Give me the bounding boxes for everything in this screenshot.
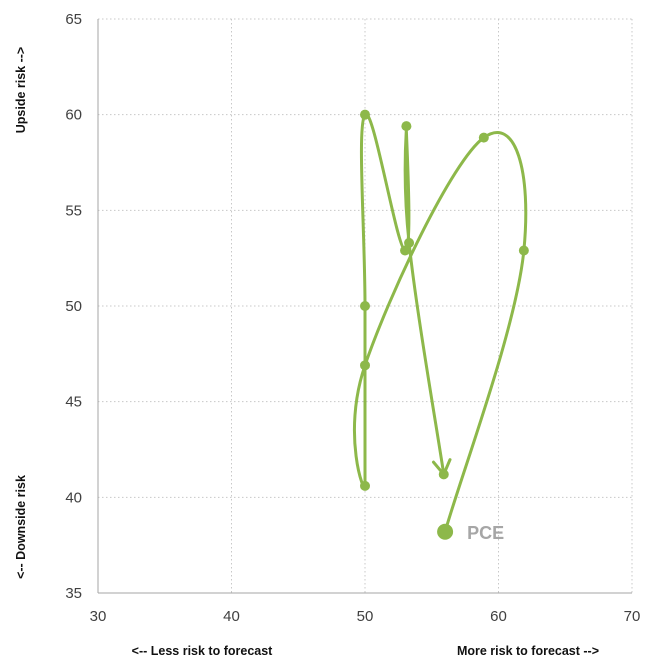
- series-point: [360, 480, 370, 491]
- y-tick-label: 40: [65, 489, 82, 506]
- x-annotation-left: <-- Less risk to forecast: [132, 644, 274, 658]
- gridlines: [98, 18, 633, 593]
- x-tick-label: 70: [624, 608, 641, 625]
- y-tick-label: 60: [65, 107, 82, 124]
- x-tick-label: 30: [90, 608, 107, 625]
- x-annotation-right: More risk to forecast -->: [457, 644, 599, 658]
- x-tick-label: 50: [357, 608, 374, 625]
- series-point: [518, 245, 529, 256]
- y-tick-label: 35: [65, 585, 82, 602]
- x-tick-label: 60: [490, 608, 507, 625]
- series-line: [352, 113, 528, 534]
- series-point: [404, 237, 415, 248]
- y-tick-label: 65: [65, 11, 82, 28]
- axes: [97, 19, 632, 594]
- series-label: PCE: [467, 523, 504, 543]
- y-tick-label: 45: [65, 394, 82, 411]
- series-point: [360, 360, 370, 371]
- y-tick-label: 50: [65, 298, 82, 315]
- series-start-point: [437, 523, 454, 540]
- tick-labels: 30 40 50 60 70 35 40 45 50 55 60 65: [65, 11, 640, 625]
- y-annotation-bottom: <-- Downside risk: [14, 475, 28, 579]
- y-annotation-top: Upside risk -->: [14, 47, 28, 134]
- series-point: [478, 132, 489, 143]
- x-tick-label: 40: [223, 608, 240, 625]
- series-arrowhead: [431, 458, 452, 476]
- y-tick-label: 55: [65, 202, 82, 219]
- series-point: [400, 245, 411, 256]
- series-point: [401, 121, 412, 132]
- series-point: [360, 301, 370, 311]
- series-layer: PCE: [352, 109, 529, 543]
- series-point: [360, 109, 370, 120]
